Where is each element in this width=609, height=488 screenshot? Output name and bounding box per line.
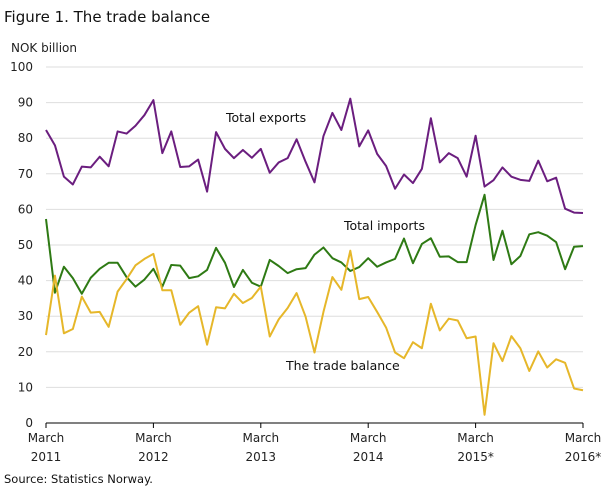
x-axis-ticks: March 2011 March 2012 March 2013 March 2014 Marc… xyxy=(28,423,602,464)
y-tick-label: 90 xyxy=(18,96,33,110)
label-total-exports: Total exports xyxy=(225,110,306,125)
y-axis-unit-label: NOK billion xyxy=(11,41,77,55)
series-line-0 xyxy=(45,97,584,214)
y-tick-label: 0 xyxy=(25,416,33,430)
x-tick-label-year: 2011 xyxy=(31,450,62,464)
x-tick-label-month: March xyxy=(135,431,172,445)
y-tick-label: 40 xyxy=(18,274,33,288)
x-tick-label-year: 2012 xyxy=(138,450,169,464)
x-tick-label-month: March xyxy=(565,431,602,445)
y-axis-ticks: 0 10 20 30 40 50 60 70 80 90 100 xyxy=(10,60,33,430)
x-tick-label-month: March xyxy=(243,431,280,445)
x-tick-label-year: 2015* xyxy=(457,450,494,464)
label-trade-balance: The trade balance xyxy=(285,358,400,373)
chart-title: Figure 1. The trade balance xyxy=(4,8,210,26)
y-tick-label: 100 xyxy=(10,60,33,74)
series-line-1 xyxy=(45,193,584,295)
x-tick-label-month: March xyxy=(28,431,65,445)
x-tick-label-month: March xyxy=(457,431,494,445)
x-tick-label-month: March xyxy=(350,431,387,445)
gridlines xyxy=(46,66,583,388)
x-tick-label-year: 2016* xyxy=(565,450,602,464)
y-tick-label: 60 xyxy=(18,202,33,216)
y-tick-label: 50 xyxy=(18,238,33,252)
source-note: Source: Statistics Norway. xyxy=(4,472,153,486)
y-tick-label: 80 xyxy=(18,131,33,145)
series-line-2 xyxy=(45,249,584,416)
x-tick-label-year: 2013 xyxy=(246,450,277,464)
series-lines xyxy=(45,97,584,416)
y-tick-label: 30 xyxy=(18,309,33,323)
label-total-imports: Total imports xyxy=(343,218,425,233)
y-tick-label: 70 xyxy=(18,167,33,181)
y-tick-label: 10 xyxy=(18,380,33,394)
x-tick-label-year: 2014 xyxy=(353,450,384,464)
y-tick-label: 20 xyxy=(18,345,33,359)
